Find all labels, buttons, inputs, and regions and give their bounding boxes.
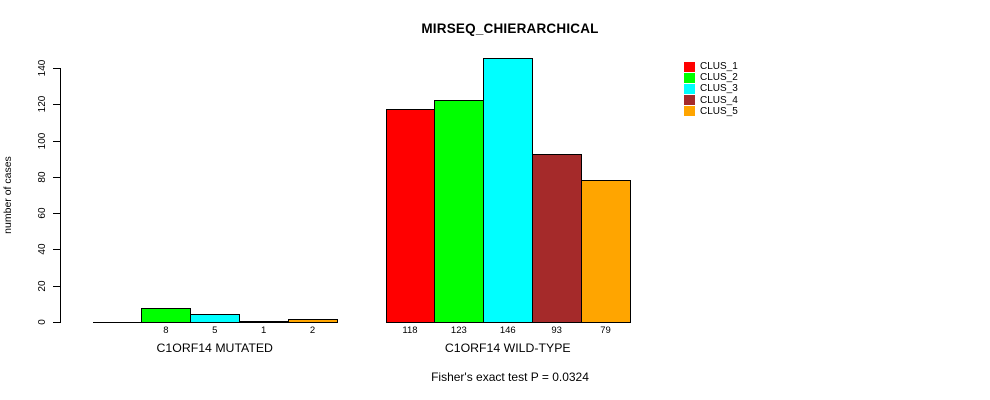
- group-label: C1ORF14 WILD-TYPE: [444, 341, 571, 355]
- legend-swatch-icon: [684, 61, 695, 72]
- bar-clus_3: [190, 314, 241, 323]
- bar-value-label: 5: [212, 325, 218, 336]
- y-tick-label: 120: [37, 95, 48, 113]
- bar-clus_2: [141, 308, 192, 323]
- y-tick: [53, 140, 60, 142]
- bar-clus_2: [434, 100, 485, 323]
- bar-value-label: 146: [499, 325, 516, 336]
- y-tick: [53, 176, 60, 178]
- legend-item-clus_5: CLUS_5: [684, 106, 738, 117]
- y-tick-label: 60: [37, 207, 48, 219]
- legend-swatch-icon: [684, 72, 695, 83]
- legend-item-clus_1: CLUS_1: [684, 61, 738, 72]
- legend-label: CLUS_4: [700, 94, 738, 106]
- y-tick-label: 80: [37, 171, 48, 183]
- legend-swatch-icon: [684, 83, 695, 94]
- bar-clus_5: [288, 319, 338, 323]
- y-tick-label: 20: [37, 280, 48, 292]
- y-tick: [53, 68, 60, 69]
- bar-value-label: 118: [402, 325, 418, 336]
- legend-item-clus_3: CLUS_3: [684, 83, 738, 94]
- bar-clus_5: [581, 180, 631, 323]
- chart-title: MIRSEQ_CHIERARCHICAL: [421, 21, 599, 36]
- bar-clus_3: [483, 58, 534, 323]
- bar-value-label: 1: [260, 325, 267, 336]
- y-tick: [53, 285, 60, 287]
- bar-clus_4: [239, 321, 290, 323]
- bar-value-label: 93: [551, 325, 562, 336]
- y-tick: [53, 322, 60, 323]
- y-tick-label: 100: [37, 132, 48, 149]
- bar-clus_1: [385, 109, 436, 323]
- legend-item-clus_4: CLUS_4: [684, 95, 738, 106]
- bar-value-label: 8: [163, 325, 169, 336]
- y-tick-label: 40: [37, 243, 48, 255]
- legend-swatch-icon: [684, 106, 695, 117]
- bar-value-label: 79: [600, 325, 611, 336]
- y-tick-label: 0: [37, 319, 48, 325]
- legend-label: CLUS_1: [700, 61, 738, 73]
- y-tick-label: 140: [37, 59, 48, 77]
- y-axis-line: [60, 68, 61, 323]
- bar-clus_4: [532, 154, 583, 323]
- bar-value-label: 123: [450, 325, 467, 336]
- y-tick: [53, 213, 60, 215]
- legend-item-clus_2: CLUS_2: [684, 72, 738, 83]
- bar-value-label: 2: [309, 325, 316, 336]
- group-label: C1ORF14 MUTATED: [156, 341, 273, 355]
- legend-swatch-icon: [684, 95, 695, 106]
- y-tick: [53, 104, 60, 106]
- legend: CLUS_1 CLUS_2 CLUS_3 CLUS_4 CLUS_5: [684, 61, 738, 117]
- legend-label: CLUS_3: [700, 83, 738, 95]
- y-axis-title: number of cases: [2, 156, 14, 234]
- legend-label: CLUS_2: [700, 72, 738, 84]
- legend-label: CLUS_5: [700, 105, 738, 117]
- y-tick: [53, 249, 60, 251]
- p-value-annotation: Fisher's exact test P = 0.0324: [431, 370, 589, 384]
